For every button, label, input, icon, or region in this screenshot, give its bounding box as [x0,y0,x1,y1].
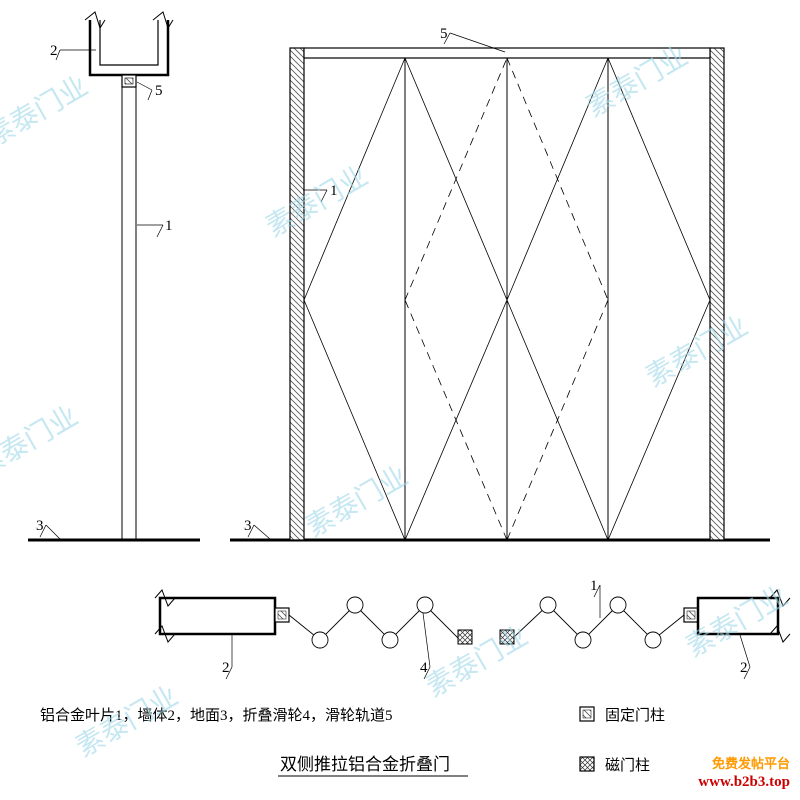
callout-1b: 1 [330,183,338,199]
footer-logo: 免费发帖平台 www.b2b3.top [698,756,790,792]
callout-5a: 5 [155,83,163,99]
callout-2: 2 [50,43,58,59]
callout-1a: 1 [165,218,173,234]
legend: 固定门柱 磁门柱 [580,707,665,774]
diagram-svg: 2 5 1 3 [0,0,800,800]
legend-magnetic: 磁门柱 [605,757,650,774]
footer-line2: www.b2b3.top [698,773,790,793]
plan-view: 2 4 1 2 [155,578,790,679]
front-view: 5 1 3 [230,26,770,540]
section-view: 2 5 1 3 [28,12,200,540]
legend-fixed: 固定门柱 [605,707,665,724]
diagram-title: 双侧推拉铝合金折叠门 [280,755,450,774]
footer-line1: 免费发帖平台 [698,756,790,773]
parts-label: 铝合金叶片1，墙体2，地面3，折叠滑轮4，滑轮轨道5 [40,707,393,724]
